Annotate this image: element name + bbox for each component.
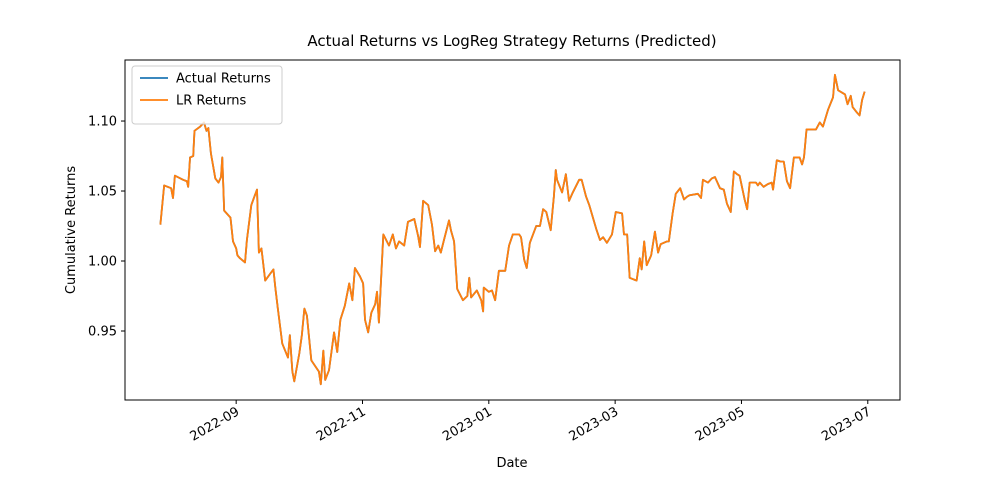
legend-label: Actual Returns: [176, 72, 271, 87]
y-tick-label: 1.10: [88, 115, 117, 130]
plot-frame: [124, 59, 901, 401]
x-axis-label: Date: [496, 456, 527, 471]
y-tick-label: 1.00: [88, 255, 117, 270]
y-axis-label: Cumulative Returns: [64, 166, 79, 294]
y-tick-label: 1.05: [88, 185, 117, 200]
series-line: [159, 73, 866, 386]
legend-label: LR Returns: [176, 94, 247, 109]
legend-box: [131, 65, 283, 125]
chart-title: Actual Returns vs LogReg Strategy Return…: [307, 32, 716, 50]
y-tick-label: 0.95: [88, 324, 117, 339]
